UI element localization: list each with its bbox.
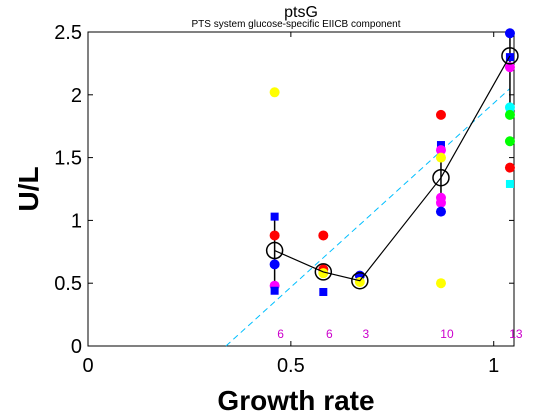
x-axis-ticks: 0 0.5 1 [82,32,499,377]
data-point-square [270,212,279,221]
mean-marker [501,47,519,65]
x-tick-label: 1 [488,355,499,377]
mean-marker [265,241,284,260]
data-point-circle [435,152,446,163]
y-axis-ticks: 0 0.5 1 1.5 2 2.5 [54,22,514,358]
mean-line [274,55,511,282]
chart-title: ptsG [284,4,318,21]
data-point-circle [269,230,280,241]
chart-subtitle: PTS system glucose-specific EIICB compon… [192,19,401,30]
fit-line [225,88,511,347]
x-tick-label: 0 [82,355,93,377]
data-point-circle [435,278,446,289]
data-point-circle [504,136,515,147]
data-point-square [319,287,328,296]
data-point-circle [269,87,280,98]
x-tick-label: 0.5 [277,355,305,377]
y-tick-label: 0.5 [54,273,82,295]
data-point-circle [435,145,446,156]
data-point-circle [269,259,280,270]
sample-count-label: 10 [440,327,454,341]
x-axis-label: Growth rate [217,385,374,416]
sample-count-label: 13 [509,327,523,341]
sample-count-label: 6 [277,327,284,341]
data-point-square [505,179,514,188]
fit-line-layer [225,88,511,347]
sample-count-label: 6 [326,327,333,341]
sample-counts-layer: 6 6 3 10 13 [277,327,523,341]
data-point-circle [504,28,515,39]
data-point-square [436,141,445,150]
y-axis-label: U/L [13,166,44,211]
data-point-circle [435,197,446,208]
mean-marker [351,271,369,290]
y-tick-label: 0 [71,336,82,358]
data-point-circle [504,162,515,173]
mean-marker [314,263,333,281]
data-point-circle [435,206,446,217]
plot-area [87,31,515,347]
data-point-circle [354,276,365,287]
sample-count-label: 3 [362,327,369,341]
data-point-square [270,286,279,295]
data-point-circle [435,109,446,120]
data-point-circle [504,109,515,120]
data-point-square [505,53,514,62]
data-point-circle [318,230,329,241]
mean-marker [432,168,450,187]
mean-line-layer [265,47,519,290]
y-tick-label: 1 [71,210,82,232]
y-tick-label: 2.5 [54,22,82,44]
y-tick-label: 2 [71,85,82,107]
y-tick-label: 1.5 [54,148,82,170]
data-point-circle [504,62,515,73]
